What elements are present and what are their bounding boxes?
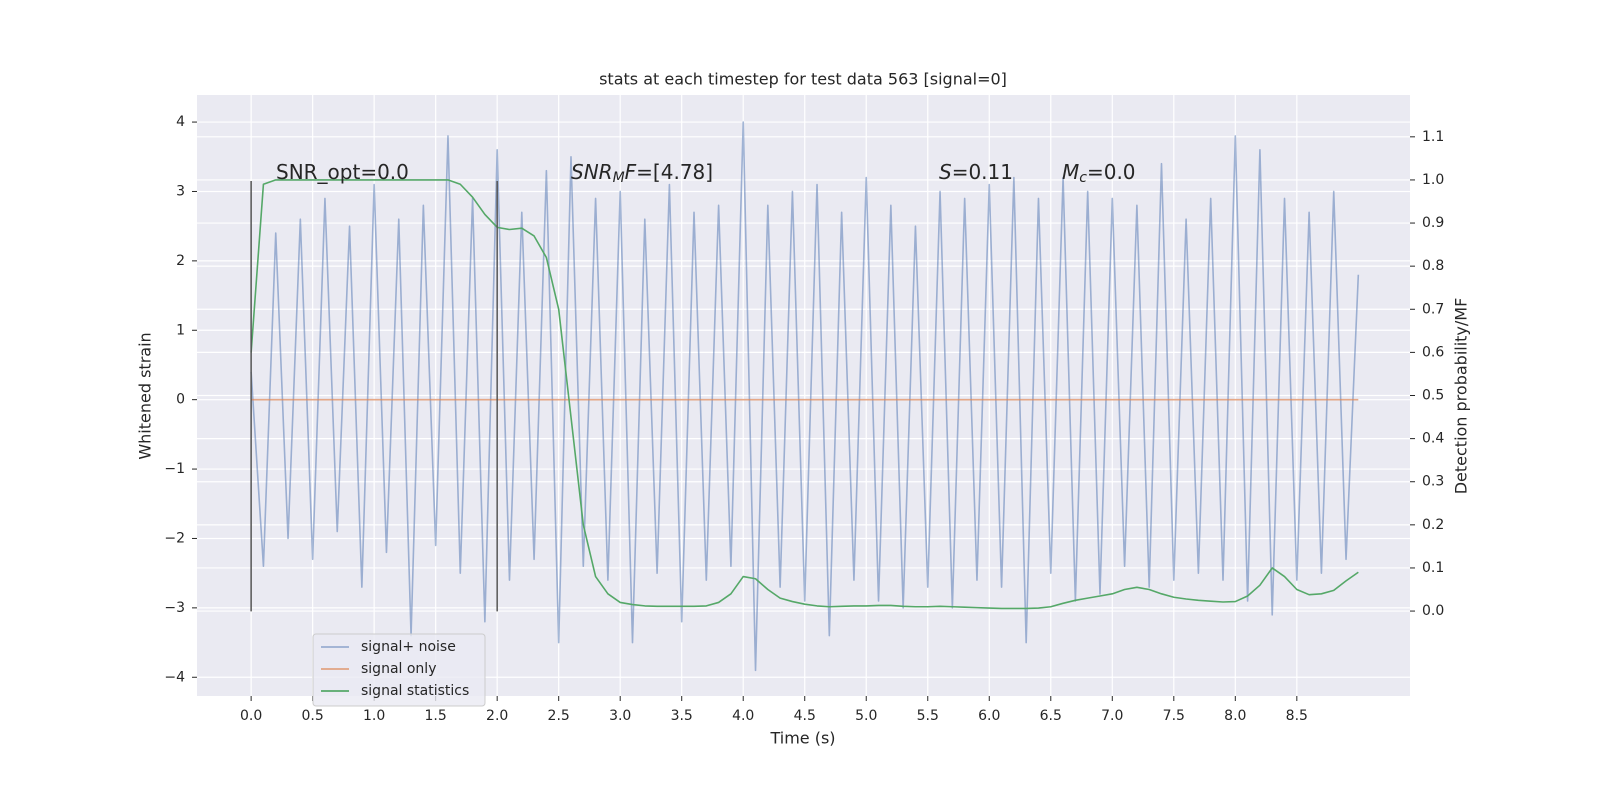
x-tick-label: 5.5 (917, 708, 939, 724)
x-tick-label: 6.0 (978, 708, 1000, 724)
chart-title: stats at each timestep for test data 563… (599, 70, 1007, 89)
x-tick-label: 8.0 (1224, 708, 1246, 724)
annotation-part: F (625, 160, 637, 184)
annotation-part: =0.0 (1087, 160, 1136, 184)
annotation-part: =0.11 (952, 160, 1013, 184)
y2-tick-label: 1.0 (1422, 172, 1444, 188)
series-line (250, 179, 1359, 610)
annotation-part: S (939, 160, 952, 184)
y-tick-label: −4 (164, 669, 185, 685)
x-tick-label: 3.5 (671, 708, 693, 724)
y-tick-label: 1 (176, 322, 185, 338)
x-tick-label: 4.5 (794, 708, 816, 724)
y-axis-label: Whitened strain (136, 332, 155, 459)
y-tick-label: 3 (176, 183, 185, 199)
y2-tick-label: 0.5 (1422, 388, 1444, 404)
y-tick-label: −1 (164, 461, 185, 477)
labels: 0.0 0.5 1.0 1.5 2.0 2.5 3.0 3.5 4.0 4.5 5.0 5.5 6.0 6… (164, 114, 1444, 724)
x-tick-label: 2.5 (548, 708, 570, 724)
marks (250, 121, 1360, 672)
series-line (250, 121, 1360, 672)
annotation-part: M (1062, 160, 1079, 184)
legend-label: signal only (361, 661, 436, 677)
x-tick-label: 5.0 (855, 708, 877, 724)
y2-tick-label: 0.1 (1422, 560, 1444, 576)
x-axis-label: Time (s) (769, 729, 835, 748)
legend-box (312, 633, 486, 707)
y2-tick-label: 1.1 (1422, 129, 1444, 145)
annotation: Mc=0.0 (1062, 160, 1136, 187)
legend-label: signal statistics (361, 683, 469, 699)
y-tick-label: 4 (176, 114, 185, 130)
x-tick-label: 2.0 (486, 708, 508, 724)
y2-tick-label: 0.7 (1422, 301, 1444, 317)
x-tick-label: 1.5 (425, 708, 447, 724)
annotation-part: SNR_opt=0.0 (276, 160, 409, 184)
x-tick-label: 7.5 (1163, 708, 1185, 724)
y2-tick-label: 0.4 (1422, 431, 1444, 447)
y-tick-label: −3 (164, 600, 185, 616)
y-tick-label: −2 (164, 530, 185, 546)
annotation: S=0.11 (939, 160, 1013, 184)
x-tick-label: 8.5 (1286, 708, 1308, 724)
y2-tick-label: 0.9 (1422, 215, 1444, 231)
y2-tick-label: 0.0 (1422, 603, 1444, 619)
y2-tick-label: 0.2 (1422, 517, 1444, 533)
x-tick-label: 1.0 (363, 708, 385, 724)
y-tick-label: 0 (176, 392, 185, 408)
x-tick-label: 0.0 (240, 708, 262, 724)
x-tick-label: 0.5 (302, 708, 324, 724)
y2-tick-label: 0.3 (1422, 474, 1444, 490)
x-tick-label: 3.0 (609, 708, 631, 724)
annotation-part: c (1079, 170, 1087, 186)
x-tick-label: 7.0 (1101, 708, 1123, 724)
annotation: SNR_opt=0.0 (276, 160, 409, 184)
annotation-part: =[4.78] (636, 160, 713, 184)
legend-label: signal+ noise (361, 639, 456, 655)
y-tick-label: 2 (176, 253, 185, 269)
x-tick-label: 6.5 (1040, 708, 1062, 724)
y2-axis-label: Detection probability/MF (1452, 298, 1471, 495)
annotation-part: SNR (571, 160, 613, 184)
annotation-part: M (613, 170, 625, 186)
y2-tick-label: 0.8 (1422, 258, 1444, 274)
annotation: SNRMF=[4.78] (571, 160, 713, 187)
y2-tick-label: 0.6 (1422, 344, 1444, 360)
x-tick-label: 4.0 (732, 708, 754, 724)
